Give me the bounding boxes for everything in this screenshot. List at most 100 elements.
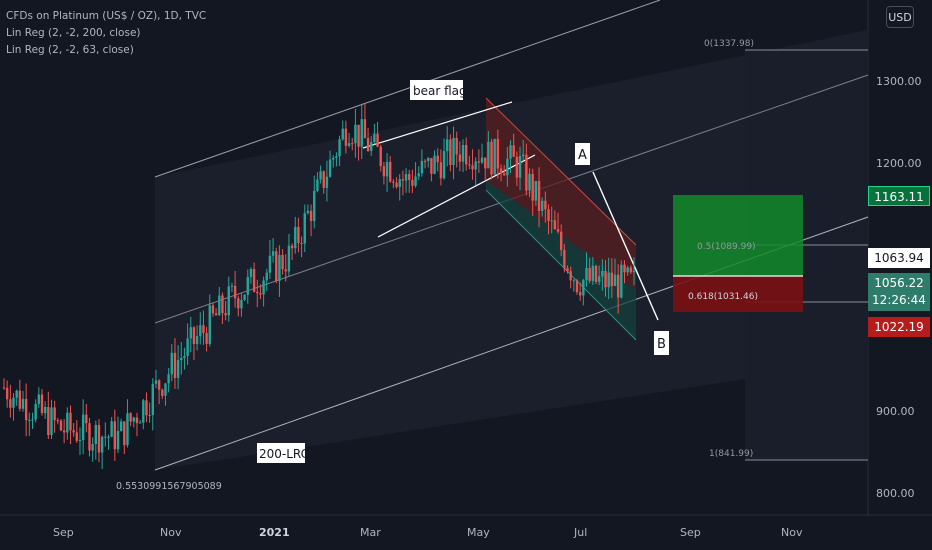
lrc-label[interactable]: 200-LRC: [259, 447, 309, 461]
candle-body: [559, 231, 563, 250]
last-price-tag: 1056.22 12:26:44: [868, 273, 930, 311]
candle-body: [626, 267, 629, 273]
candle-body: [338, 139, 341, 157]
candle-body: [199, 325, 202, 337]
candle-body: [382, 166, 386, 177]
chart-legend[interactable]: CFDs on Platinum (US$ / OZ), 1D, TVC Lin…: [6, 8, 206, 59]
fib-label-0: 0(1337.98): [704, 39, 754, 49]
candle-body: [227, 286, 230, 316]
candle-body: [506, 158, 509, 176]
x-tick-2021: 2021: [259, 526, 290, 539]
candle-body: [9, 399, 12, 408]
symbol-title[interactable]: CFDs on Platinum (US$ / OZ), 1D, TVC: [6, 10, 207, 22]
candle-body: [85, 414, 88, 424]
lrc-63-upper-line[interactable]: [485, 97, 637, 246]
candle-body: [332, 157, 335, 160]
candle-body: [496, 138, 500, 169]
candle-body: [246, 277, 249, 295]
candle-body: [123, 421, 126, 446]
candle-body: [591, 265, 595, 281]
candle-body: [88, 423, 91, 451]
candle-body: [607, 272, 610, 288]
candle-body: [268, 255, 272, 273]
candle-body: [376, 133, 379, 147]
point-b-label[interactable]: B: [657, 337, 666, 352]
candle-body: [287, 245, 291, 272]
candle-body: [563, 249, 566, 269]
bear-flag-lower-line[interactable]: [377, 154, 536, 238]
candle-body: [553, 220, 557, 230]
candle-body: [113, 421, 117, 450]
candle-body: [420, 160, 424, 174]
candle-body: [256, 291, 259, 294]
candle-body: [278, 254, 281, 281]
candle-body: [189, 327, 192, 339]
bear-flag-label[interactable]: bear flag: [413, 84, 467, 98]
candle-body: [436, 155, 439, 163]
stop-zone[interactable]: [673, 276, 803, 312]
candle-body: [240, 299, 243, 309]
stop-price-tag: 1022.19: [868, 317, 930, 337]
bear-flag-upper-line[interactable]: [362, 101, 513, 149]
currency-button[interactable]: USD: [886, 6, 914, 28]
x-tick-mar: Mar: [360, 526, 381, 539]
candle-body: [544, 200, 547, 210]
candle-body: [116, 431, 120, 450]
fib-label-0618: 0.618(1031.46): [688, 292, 758, 302]
candle-body: [262, 280, 265, 295]
candle-body: [5, 387, 9, 400]
candle-body: [303, 213, 306, 244]
candle-body: [167, 374, 170, 384]
candle-body: [208, 305, 211, 344]
candle-body: [40, 394, 44, 414]
candle-body: [512, 145, 515, 157]
x-tick-nov-2020: Nov: [160, 526, 182, 539]
candle-body: [18, 390, 22, 409]
candle-body: [31, 419, 34, 421]
candle-body: [192, 327, 196, 345]
candle-body: [319, 171, 322, 180]
candle-body: [528, 173, 531, 191]
candle-body: [297, 226, 300, 243]
candle-body: [537, 180, 541, 211]
indicator-lin-reg-200[interactable]: Lin Reg (2, -2, 200, close): [6, 27, 141, 39]
candle-body: [385, 161, 389, 177]
candle-body: [632, 270, 636, 273]
candle-body: [243, 294, 246, 300]
point-a-label[interactable]: A: [578, 148, 587, 163]
candle-body: [126, 413, 129, 446]
candle-body: [151, 383, 154, 415]
candle-body: [569, 271, 572, 281]
candle-body: [575, 280, 579, 293]
candle-body: [316, 179, 319, 191]
indicator-lin-reg-63[interactable]: Lin Reg (2, -2, 63, close): [6, 44, 134, 56]
candle-body: [610, 272, 614, 287]
candle-body: [294, 226, 297, 249]
candle-body: [138, 422, 142, 424]
lrc-200-upper-line[interactable]: [154, 0, 661, 178]
candle-body: [601, 270, 604, 277]
candle-body: [161, 389, 164, 396]
candle-body: [230, 285, 234, 287]
candle-body: [550, 220, 553, 222]
target-zone[interactable]: [673, 195, 803, 276]
candle-body: [465, 144, 468, 165]
candle-body: [211, 305, 215, 314]
candle-body: [354, 124, 357, 144]
candle-body: [145, 400, 148, 416]
candle-body: [493, 138, 496, 175]
candle-body: [623, 264, 626, 273]
ab-move-line[interactable]: [592, 171, 659, 321]
candle-body: [322, 171, 325, 188]
candle-body: [480, 157, 484, 163]
candle-body: [433, 155, 436, 174]
candle-body: [392, 181, 395, 183]
lrc-label-bg: [257, 443, 305, 463]
lrc-63-lower-line[interactable]: [485, 189, 637, 341]
point-b-label-bg: [654, 331, 669, 355]
candle-body: [509, 145, 512, 159]
candle-body: [135, 417, 139, 424]
candle-body: [221, 295, 224, 314]
candle-body: [379, 146, 382, 167]
